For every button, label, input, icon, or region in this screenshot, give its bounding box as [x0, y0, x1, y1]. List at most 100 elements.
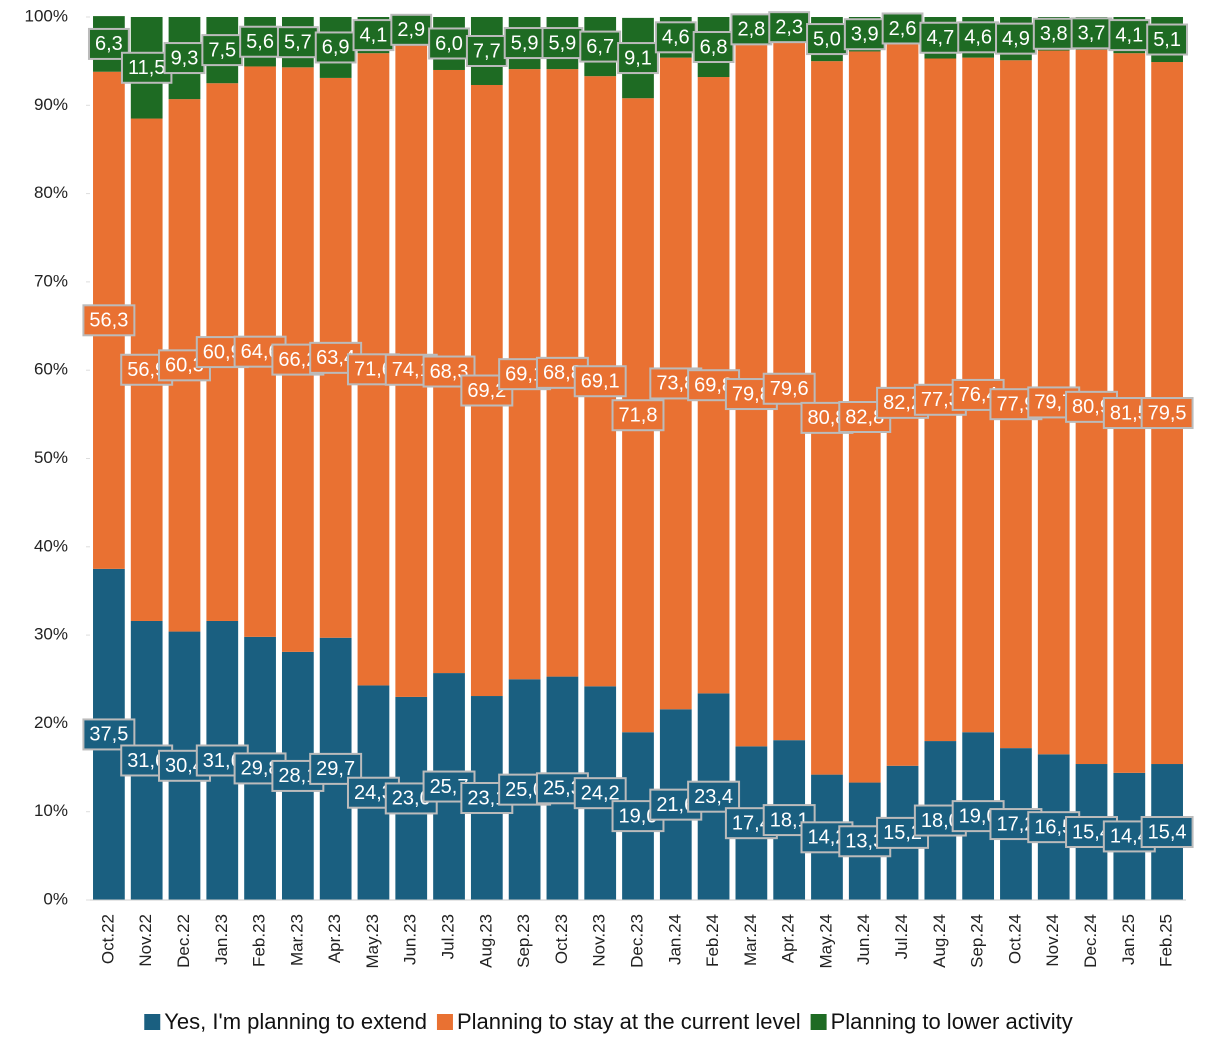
data-label-text: 14,4	[1110, 826, 1149, 848]
data-label-box	[352, 19, 395, 52]
x-tick-label: Apr.23	[325, 914, 344, 963]
data-label-box	[390, 13, 433, 46]
data-label: 2,3	[768, 11, 811, 44]
data-label-box	[465, 34, 508, 67]
data-label-text: 31,6	[127, 750, 166, 772]
data-label: 23,4	[687, 780, 741, 813]
data-label-text: 18,0	[921, 810, 960, 832]
data-label-text: 5,0	[813, 28, 841, 50]
data-label-box	[163, 42, 206, 75]
data-label-text: 30,4	[165, 755, 204, 777]
data-label: 79,5	[1140, 397, 1194, 430]
data-label-text: 13,3	[845, 831, 884, 853]
data-label-text: 74,1	[392, 359, 431, 381]
data-label: 4,6	[654, 21, 697, 54]
y-tick-label: 20%	[34, 713, 68, 732]
data-label: 4,9	[995, 22, 1037, 55]
data-label-text: 19,0	[959, 805, 998, 827]
data-label-box	[611, 399, 665, 432]
data-label: 9,1	[617, 42, 659, 75]
data-label: 5,6	[239, 25, 281, 58]
data-label-text: 77,9	[996, 393, 1035, 415]
data-label-box	[730, 13, 773, 46]
data-label-text: 7,5	[208, 39, 236, 61]
x-tick-label: Aug.24	[930, 914, 949, 968]
data-label-text: 79,8	[732, 383, 771, 405]
data-label-box	[239, 25, 281, 58]
data-label-text: 23,0	[392, 788, 431, 810]
data-label: 9,3	[163, 42, 206, 75]
data-label-text: 3,9	[851, 23, 879, 45]
data-label: 6,7	[579, 30, 622, 63]
legend-swatch	[436, 1014, 453, 1030]
data-label-text: 73,8	[656, 373, 695, 395]
data-label-text: 71,8	[619, 405, 658, 427]
data-label-box	[314, 31, 357, 64]
legend-label: Planning to stay at the current level	[457, 1009, 801, 1034]
data-label: 15,4	[1140, 816, 1194, 849]
data-label-text: 7,7	[473, 40, 501, 62]
data-label-text: 56,9	[127, 359, 166, 381]
data-label: 30,4	[158, 749, 211, 782]
data-label-text: 5,6	[246, 31, 274, 53]
x-tick-label: Mar.23	[287, 914, 306, 966]
x-tick-label: Dec.23	[627, 914, 646, 968]
data-label-text: 63,4	[316, 347, 355, 369]
data-label: 4,7	[919, 21, 962, 54]
x-tick-label: Oct.22	[98, 914, 117, 964]
data-label-text: 6,0	[435, 33, 463, 55]
y-tick-label: 50%	[34, 448, 68, 467]
x-tick-label: May.24	[816, 914, 835, 969]
data-label-text: 68,3	[430, 361, 469, 383]
data-label-text: 4,6	[662, 27, 690, 49]
data-label-text: 24,2	[581, 782, 620, 804]
data-label-text: 9,1	[624, 47, 652, 69]
data-label-text: 25,3	[543, 778, 582, 800]
x-tick-label: Sep.24	[968, 914, 987, 968]
data-label-text: 77,3	[921, 389, 960, 411]
data-label-box	[82, 304, 136, 337]
data-label-text: 4,1	[1115, 24, 1143, 46]
data-label: 56,3	[82, 304, 136, 337]
x-tick-label: Apr.24	[779, 914, 798, 963]
data-label-box	[806, 23, 848, 56]
x-tick-label: Jan.24	[665, 914, 684, 965]
x-tick-label: Oct.23	[552, 914, 571, 964]
x-tick-label: Oct.24	[1005, 914, 1024, 964]
data-label-box	[687, 780, 741, 813]
data-label: 11,5	[120, 51, 173, 84]
y-tick-label: 60%	[34, 360, 68, 379]
data-label-text: 2,8	[737, 19, 765, 41]
data-label-text: 2,6	[889, 18, 917, 40]
data-label-text: 69,8	[694, 374, 733, 396]
data-label: 2,8	[730, 13, 773, 46]
legend-label: Yes, I'm planning to extend	[164, 1009, 427, 1034]
data-label-text: 69,1	[581, 371, 620, 393]
data-label-text: 68,8	[543, 362, 582, 384]
data-label-text: 66,2	[278, 349, 317, 371]
x-tick-label: Jun.24	[854, 914, 873, 965]
data-label-text: 31,6	[203, 750, 242, 772]
data-label-text: 17,4	[732, 812, 771, 834]
data-label-text: 71,6	[354, 359, 393, 381]
y-tick-label: 10%	[34, 801, 68, 820]
data-label-text: 6,8	[700, 36, 728, 58]
data-label-text: 81,5	[1110, 402, 1149, 424]
data-label-text: 25,0	[505, 779, 544, 801]
data-label-box	[919, 21, 962, 54]
data-label-text: 82,8	[845, 406, 884, 428]
data-label-text: 69,1	[505, 363, 544, 385]
data-label-box	[617, 42, 659, 75]
x-tick-label: Feb.23	[250, 914, 269, 967]
data-label: 5,9	[541, 27, 584, 60]
data-label-box	[1140, 397, 1194, 430]
data-label-text: 17,2	[996, 813, 1035, 835]
data-label-text: 11,5	[128, 57, 165, 79]
data-label-box	[1108, 19, 1151, 52]
x-tick-label: Sep.23	[514, 914, 533, 968]
data-label-text: 69,2	[467, 380, 506, 402]
data-label-text: 6,7	[586, 36, 614, 58]
data-label-text: 15,4	[1148, 821, 1187, 843]
x-tick-label: Dec.24	[1081, 914, 1100, 968]
